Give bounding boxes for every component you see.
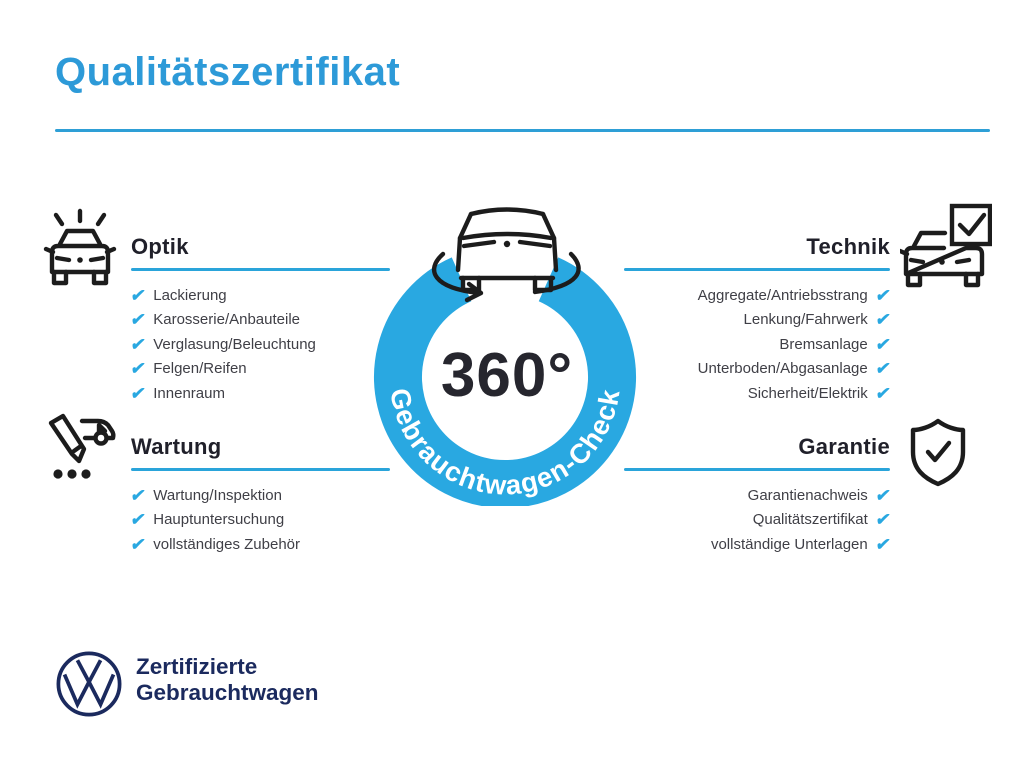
degree-label: 360° [441,341,573,410]
car-rotate-icon [431,207,581,303]
check-item-label: Verglasung/Beleuchtung [153,335,316,353]
section-optik: Optik ✔ Lackierung ✔ Karosserie/Anbauteile… [129,234,390,406]
check-icon: ✔ [874,534,892,554]
section-technik-title: Technik [806,234,890,259]
check-item-label: Qualitätszertifikat [752,511,868,529]
check-item: Qualitätszertifikat ✔ [624,508,892,533]
check-item-label: Bremsanlage [779,335,868,353]
section-garantie-items: Garantienachweis ✔ Qualitätszertifikat ✔ v… [624,483,892,557]
check-icon: ✔ [874,285,892,305]
check-item: Bremsanlage ✔ [624,332,892,357]
section-wartung: Wartung ✔ Wartung/Inspektion ✔ Hauptunters… [129,434,390,557]
brand-text: Zertifizierte Gebrauchtwagen [136,654,319,706]
check-icon: ✔ [129,334,147,354]
check-item-label: Hauptuntersuchung [153,511,285,529]
section-technik: Technik Aggregate/Antriebsstrang ✔ Lenkun… [624,234,892,406]
check-icon: ✔ [874,310,892,330]
check-icon: ✔ [129,485,147,505]
check-item: Lenkung/Fahrwerk ✔ [624,308,892,333]
check-item-label: Aggregate/Antriebsstrang [697,286,868,304]
check-item: ✔ Verglasung/Beleuchtung [129,332,390,357]
section-optik-title: Optik [131,234,189,259]
check-item: ✔ Wartung/Inspektion [129,483,390,508]
check-item: Unterboden/Abgasanlage ✔ [624,357,892,382]
brand-line-2: Gebrauchtwagen [136,680,319,705]
check-item: Sicherheit/Elektrik ✔ [624,381,892,406]
section-technik-underline [624,268,890,271]
section-garantie: Garantie Garantienachweis ✔ Qualitätszert… [624,434,892,557]
section-optik-items: ✔ Lackierung ✔ Karosserie/Anbauteile ✔ Verg… [129,283,390,406]
check-item-label: Lenkung/Fahrwerk [743,311,868,329]
check-item-label: Innenraum [153,384,225,402]
check-icon: ✔ [874,485,892,505]
check-item-label: Wartung/Inspektion [153,486,282,504]
check-item: Garantienachweis ✔ [624,483,892,508]
title-divider [55,129,990,132]
check-item: ✔ Felgen/Reifen [129,357,390,382]
section-technik-items: Aggregate/Antriebsstrang ✔ Lenkung/Fahrwe… [624,283,892,406]
vw-logo [56,651,122,717]
check-item-label: vollständige Unterlagen [710,535,868,553]
section-garantie-title: Garantie [798,434,890,459]
360-check-badge: Gebrauchtwagen-Check 360° [374,207,636,506]
section-optik-underline [131,268,390,271]
section-wartung-items: ✔ Wartung/Inspektion ✔ Hauptuntersuchung ✔… [129,483,390,557]
check-icon: ✔ [129,383,147,403]
pencil-vehicle-icon [48,413,116,479]
check-icon: ✔ [874,359,892,379]
check-icon: ✔ [129,510,147,530]
section-garantie-underline [624,468,890,471]
car-shine-icon [43,208,117,286]
brand-line-1: Zertifizierte [136,654,258,679]
check-item: ✔ Karosserie/Anbauteile [129,308,390,333]
check-item-label: Sicherheit/Elektrik [747,384,868,402]
check-icon: ✔ [129,359,147,379]
page-title: Qualitätszertifikat [55,50,401,94]
check-icon: ✔ [874,510,892,530]
check-item-label: Felgen/Reifen [153,360,247,378]
check-item: ✔ Hauptuntersuchung [129,508,390,533]
check-item-label: Karosserie/Anbauteile [153,311,301,329]
check-icon: ✔ [874,334,892,354]
check-icon: ✔ [129,534,147,554]
check-icon: ✔ [129,285,147,305]
section-wartung-title: Wartung [131,434,222,459]
car-checkbox-icon [900,203,992,288]
check-item: Aggregate/Antriebsstrang ✔ [624,283,892,308]
check-icon: ✔ [129,310,147,330]
check-item-label: Garantienachweis [747,486,868,504]
check-item: ✔ Lackierung [129,283,390,308]
check-item-label: Unterboden/Abgasanlage [697,360,868,378]
shield-check-icon [910,418,966,487]
check-item: ✔ Innenraum [129,381,390,406]
ring-shape [374,257,636,506]
check-item: ✔ vollständiges Zubehör [129,532,390,557]
check-item-label: vollständiges Zubehör [153,535,301,553]
check-item-label: Lackierung [153,286,227,304]
check-item: vollständige Unterlagen ✔ [624,532,892,557]
check-icon: ✔ [874,383,892,403]
section-wartung-underline [131,468,390,471]
